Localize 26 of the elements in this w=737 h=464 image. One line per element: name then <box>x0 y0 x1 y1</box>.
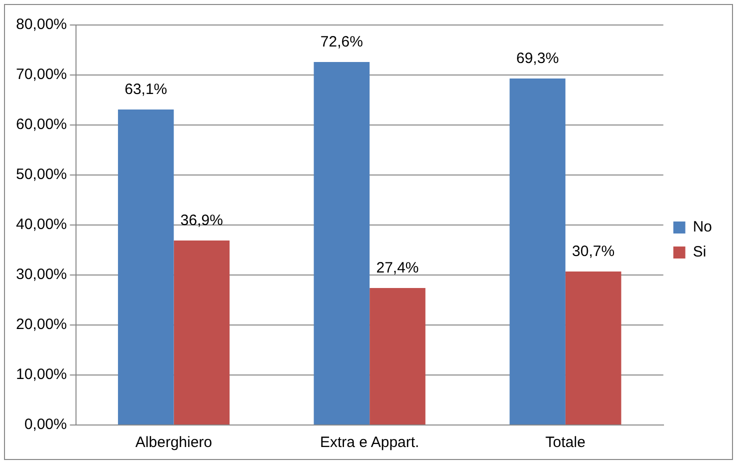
bar <box>174 240 230 424</box>
y-tick-label: 80,00% <box>16 16 67 34</box>
x-tick-label: Extra e Appart. <box>320 434 420 452</box>
data-label: 30,7% <box>572 243 615 260</box>
data-label: 72,6% <box>320 34 363 51</box>
x-tick-label: Totale <box>545 434 586 452</box>
y-tick-label: 10,00% <box>16 366 67 384</box>
data-label: 63,1% <box>124 81 168 98</box>
data-label: 36,9% <box>180 212 223 230</box>
y-tick-label: 30,00% <box>16 266 67 284</box>
y-tick-label: 40,00% <box>16 216 67 234</box>
y-tick-label: 70,00% <box>16 66 67 84</box>
legend-label: Si <box>692 244 706 261</box>
x-tick-label: Alberghiero <box>135 434 212 452</box>
y-tick-label: 0,00% <box>24 416 67 434</box>
bar <box>565 272 622 424</box>
y-tick-label: 20,00% <box>16 316 67 334</box>
bar <box>118 110 174 424</box>
bar <box>510 78 566 424</box>
data-label: 27,4% <box>376 260 419 277</box>
y-tick-label: 60,00% <box>16 116 67 134</box>
bar <box>314 62 370 424</box>
bar <box>370 288 426 424</box>
y-tick-label: 50,00% <box>16 166 67 184</box>
legend-label: No <box>692 218 712 236</box>
data-label: 69,3% <box>516 50 559 68</box>
